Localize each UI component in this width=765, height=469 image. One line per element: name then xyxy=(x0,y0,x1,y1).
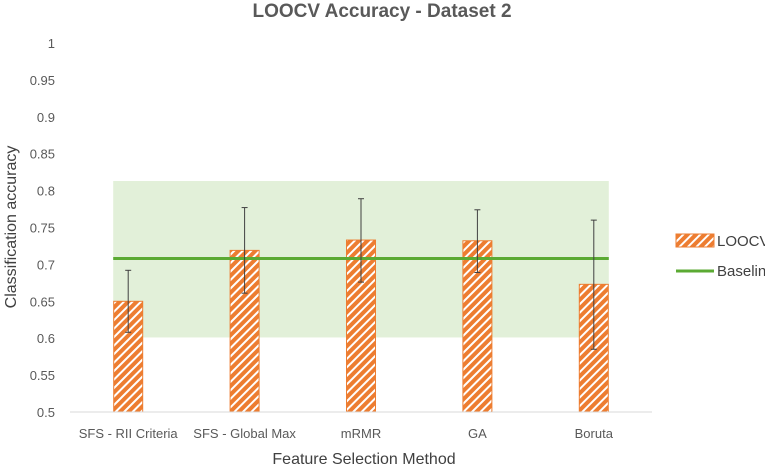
error-bar-4 xyxy=(474,209,481,274)
chart-title: LOOCV Accuracy - Dataset 2 xyxy=(252,1,511,22)
x-axis-label: Feature Selection Method xyxy=(272,451,455,468)
x-tick-label: mRMR xyxy=(341,426,381,441)
error-bar-2 xyxy=(241,207,248,294)
y-tick-label: 0.95 xyxy=(30,73,55,88)
legend-label-baseline: Baseline xyxy=(717,263,765,280)
y-tick-label: 0.55 xyxy=(30,368,55,383)
y-tick-label: 0.9 xyxy=(37,110,55,125)
y-tick-label: 0.85 xyxy=(30,147,55,162)
y-tick-label: 0.5 xyxy=(37,405,55,420)
y-axis-label: Classification accuracy xyxy=(3,146,20,309)
legend: LOOCV Baseline xyxy=(675,233,765,280)
error-bar-3 xyxy=(358,198,364,283)
y-tick-label: 1 xyxy=(48,36,55,51)
y-tick-label: 0.8 xyxy=(37,184,55,199)
y-tick-label: 0.7 xyxy=(37,257,55,272)
error-bar-1 xyxy=(125,269,132,333)
x-tick-label: GA xyxy=(468,426,487,441)
legend-swatch-loocv xyxy=(675,233,715,248)
x-tick-label: Boruta xyxy=(575,426,614,441)
error-bar-5 xyxy=(590,219,597,350)
y-tick-label: 0.75 xyxy=(30,221,55,236)
y-tick-label: 0.6 xyxy=(37,331,55,346)
x-tick-label: SFS - RII Criteria xyxy=(79,426,179,441)
legend-label-loocv: LOOCV xyxy=(717,233,765,250)
y-tick-label: 0.65 xyxy=(30,294,55,309)
x-tick-label: SFS - Global Max xyxy=(193,426,296,441)
